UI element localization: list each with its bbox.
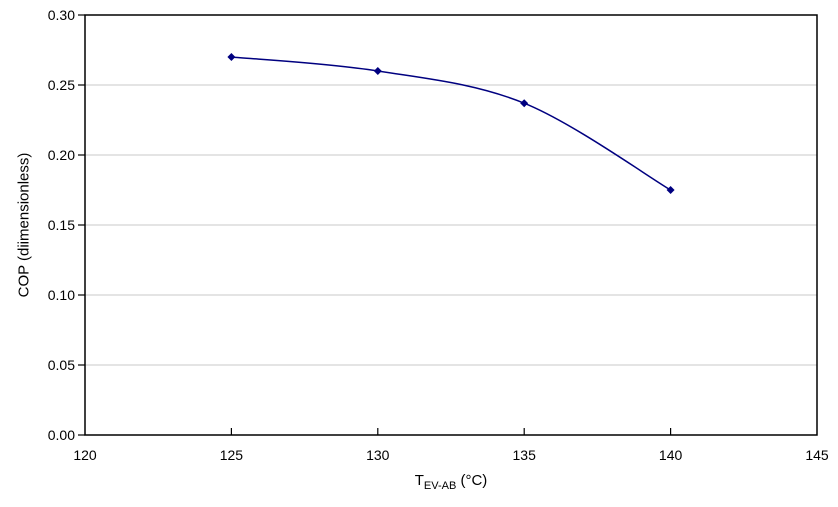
- y-tick-label: 0.25: [48, 77, 75, 93]
- y-tick-label: 0.05: [48, 357, 75, 373]
- y-axis-title: COP (diimensionless): [15, 152, 33, 298]
- x-tick-label: 125: [220, 447, 244, 463]
- data-point-marker: [666, 186, 675, 194]
- y-tick-label: 0.30: [48, 7, 75, 23]
- y-tick-label: 0.00: [48, 427, 75, 443]
- x-tick-label: 145: [805, 447, 829, 463]
- data-point-marker: [373, 67, 382, 75]
- y-tick-label: 0.10: [48, 287, 75, 303]
- y-tick-label: 0.20: [48, 147, 75, 163]
- x-axis-title: TEV-AB (°C): [85, 472, 817, 492]
- x-tick-label: 135: [513, 447, 537, 463]
- data-point-marker: [520, 99, 529, 108]
- x-tick-label: 130: [366, 447, 390, 463]
- y-tick-label: 0.15: [48, 217, 75, 233]
- x-axis-title-base: T: [414, 472, 424, 489]
- data-point-marker: [227, 53, 236, 61]
- x-axis-title-subscript: EV-AB: [423, 480, 457, 492]
- x-tick-label: 140: [659, 447, 683, 463]
- x-axis-title-unit: (°C): [456, 472, 488, 489]
- x-tick-label: 120: [73, 447, 97, 463]
- data-line: [231, 56, 671, 191]
